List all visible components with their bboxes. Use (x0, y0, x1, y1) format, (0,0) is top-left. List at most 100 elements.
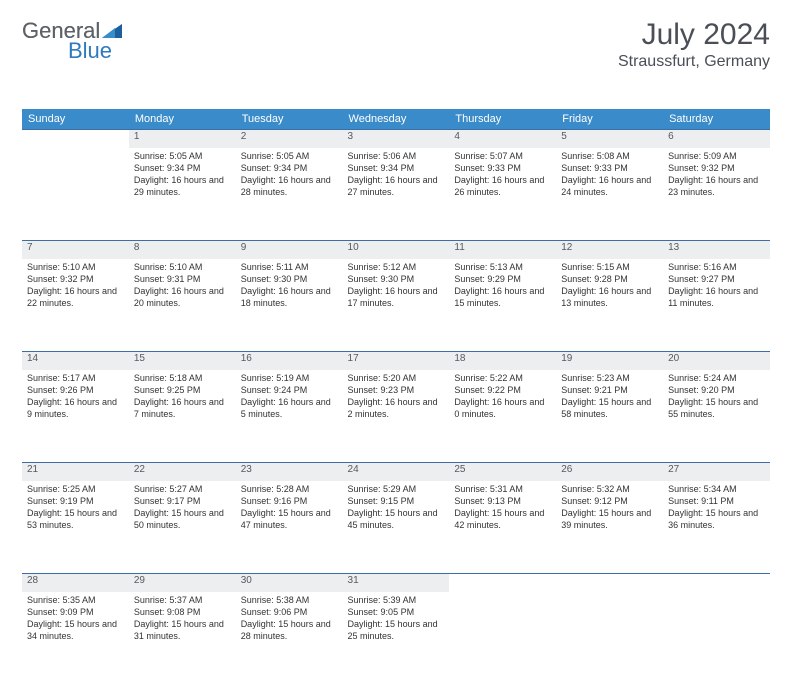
day-info-cell: Sunrise: 5:20 AMSunset: 9:23 PMDaylight:… (343, 370, 450, 463)
week-daynum-row: 78910111213 (22, 241, 770, 260)
day-number: 30 (241, 575, 252, 586)
day-number: 13 (668, 242, 679, 253)
daylight-text: Daylight: 16 hours and 7 minutes. (134, 396, 231, 420)
day-info-cell: Sunrise: 5:29 AMSunset: 9:15 PMDaylight:… (343, 481, 450, 574)
day-info-cell: Sunrise: 5:16 AMSunset: 9:27 PMDaylight:… (663, 259, 770, 352)
day-number: 26 (561, 464, 572, 475)
daylight-text: Daylight: 16 hours and 18 minutes. (241, 285, 338, 309)
day-number-cell: 25 (449, 463, 556, 482)
week-info-row: Sunrise: 5:05 AMSunset: 9:34 PMDaylight:… (22, 148, 770, 241)
day-number-cell: 29 (129, 574, 236, 593)
day-info-cell: Sunrise: 5:17 AMSunset: 9:26 PMDaylight:… (22, 370, 129, 463)
sunrise-text: Sunrise: 5:19 AM (241, 372, 338, 384)
day-number-cell (22, 130, 129, 149)
day-number-cell: 16 (236, 352, 343, 371)
sunrise-text: Sunrise: 5:06 AM (348, 150, 445, 162)
day-number: 18 (454, 353, 465, 364)
daylight-text: Daylight: 15 hours and 58 minutes. (561, 396, 658, 420)
day-number: 24 (348, 464, 359, 475)
sunrise-text: Sunrise: 5:15 AM (561, 261, 658, 273)
daylight-text: Daylight: 16 hours and 13 minutes. (561, 285, 658, 309)
day-number-cell: 7 (22, 241, 129, 260)
day-info-cell: Sunrise: 5:28 AMSunset: 9:16 PMDaylight:… (236, 481, 343, 574)
weekday-header-row: Sunday Monday Tuesday Wednesday Thursday… (22, 109, 770, 130)
day-number: 27 (668, 464, 679, 475)
day-number: 3 (348, 131, 354, 142)
day-info-cell: Sunrise: 5:11 AMSunset: 9:30 PMDaylight:… (236, 259, 343, 352)
day-number-cell: 22 (129, 463, 236, 482)
sunset-text: Sunset: 9:12 PM (561, 495, 658, 507)
day-info-cell: Sunrise: 5:06 AMSunset: 9:34 PMDaylight:… (343, 148, 450, 241)
sunset-text: Sunset: 9:06 PM (241, 606, 338, 618)
sunrise-text: Sunrise: 5:20 AM (348, 372, 445, 384)
sunrise-text: Sunrise: 5:24 AM (668, 372, 765, 384)
week-info-row: Sunrise: 5:25 AMSunset: 9:19 PMDaylight:… (22, 481, 770, 574)
day-number: 14 (27, 353, 38, 364)
day-info-cell: Sunrise: 5:05 AMSunset: 9:34 PMDaylight:… (129, 148, 236, 241)
day-number-cell: 26 (556, 463, 663, 482)
weekday-header: Monday (129, 109, 236, 130)
day-number-cell: 24 (343, 463, 450, 482)
day-info-cell (449, 592, 556, 684)
sunset-text: Sunset: 9:11 PM (668, 495, 765, 507)
weekday-header: Friday (556, 109, 663, 130)
daylight-text: Daylight: 16 hours and 26 minutes. (454, 174, 551, 198)
day-number-cell: 5 (556, 130, 663, 149)
day-number-cell: 9 (236, 241, 343, 260)
sunset-text: Sunset: 9:34 PM (134, 162, 231, 174)
day-number-cell: 19 (556, 352, 663, 371)
week-daynum-row: 123456 (22, 130, 770, 149)
day-number-cell: 6 (663, 130, 770, 149)
brand-logo-full: General Blue (22, 18, 122, 44)
day-number: 8 (134, 242, 140, 253)
day-info-cell: Sunrise: 5:15 AMSunset: 9:28 PMDaylight:… (556, 259, 663, 352)
day-info-cell: Sunrise: 5:05 AMSunset: 9:34 PMDaylight:… (236, 148, 343, 241)
day-info-cell: Sunrise: 5:25 AMSunset: 9:19 PMDaylight:… (22, 481, 129, 574)
day-info-cell: Sunrise: 5:18 AMSunset: 9:25 PMDaylight:… (129, 370, 236, 463)
daylight-text: Daylight: 16 hours and 22 minutes. (27, 285, 124, 309)
weekday-header: Tuesday (236, 109, 343, 130)
day-number-cell: 28 (22, 574, 129, 593)
day-info-cell: Sunrise: 5:08 AMSunset: 9:33 PMDaylight:… (556, 148, 663, 241)
sunset-text: Sunset: 9:32 PM (27, 273, 124, 285)
sunrise-text: Sunrise: 5:10 AM (134, 261, 231, 273)
week-daynum-row: 14151617181920 (22, 352, 770, 371)
calendar-page: General July 2024 Straussfurt, Germany G… (0, 0, 792, 612)
day-info-cell (556, 592, 663, 684)
day-number: 29 (134, 575, 145, 586)
sunset-text: Sunset: 9:33 PM (454, 162, 551, 174)
sunset-text: Sunset: 9:16 PM (241, 495, 338, 507)
sunrise-text: Sunrise: 5:37 AM (134, 594, 231, 606)
day-info-cell: Sunrise: 5:27 AMSunset: 9:17 PMDaylight:… (129, 481, 236, 574)
weekday-header: Wednesday (343, 109, 450, 130)
day-number-cell: 4 (449, 130, 556, 149)
day-number-cell: 18 (449, 352, 556, 371)
day-number: 9 (241, 242, 247, 253)
sunrise-text: Sunrise: 5:13 AM (454, 261, 551, 273)
day-number-cell: 17 (343, 352, 450, 371)
day-info-cell: Sunrise: 5:23 AMSunset: 9:21 PMDaylight:… (556, 370, 663, 463)
sunset-text: Sunset: 9:32 PM (668, 162, 765, 174)
sunset-text: Sunset: 9:23 PM (348, 384, 445, 396)
sunset-text: Sunset: 9:05 PM (348, 606, 445, 618)
sunset-text: Sunset: 9:20 PM (668, 384, 765, 396)
sunrise-text: Sunrise: 5:17 AM (27, 372, 124, 384)
sunset-text: Sunset: 9:34 PM (241, 162, 338, 174)
sunrise-text: Sunrise: 5:12 AM (348, 261, 445, 273)
sunset-text: Sunset: 9:31 PM (134, 273, 231, 285)
day-number: 28 (27, 575, 38, 586)
day-number: 22 (134, 464, 145, 475)
day-number-cell: 27 (663, 463, 770, 482)
day-number: 25 (454, 464, 465, 475)
day-info-cell: Sunrise: 5:32 AMSunset: 9:12 PMDaylight:… (556, 481, 663, 574)
day-number-cell: 8 (129, 241, 236, 260)
sunset-text: Sunset: 9:26 PM (27, 384, 124, 396)
day-number-cell: 10 (343, 241, 450, 260)
sunrise-text: Sunrise: 5:10 AM (27, 261, 124, 273)
day-info-cell (663, 592, 770, 684)
week-info-row: Sunrise: 5:10 AMSunset: 9:32 PMDaylight:… (22, 259, 770, 352)
week-daynum-row: 28293031 (22, 574, 770, 593)
daylight-text: Daylight: 15 hours and 47 minutes. (241, 507, 338, 531)
month-title: July 2024 (618, 18, 770, 51)
week-info-row: Sunrise: 5:17 AMSunset: 9:26 PM Daylight:… (22, 370, 770, 463)
